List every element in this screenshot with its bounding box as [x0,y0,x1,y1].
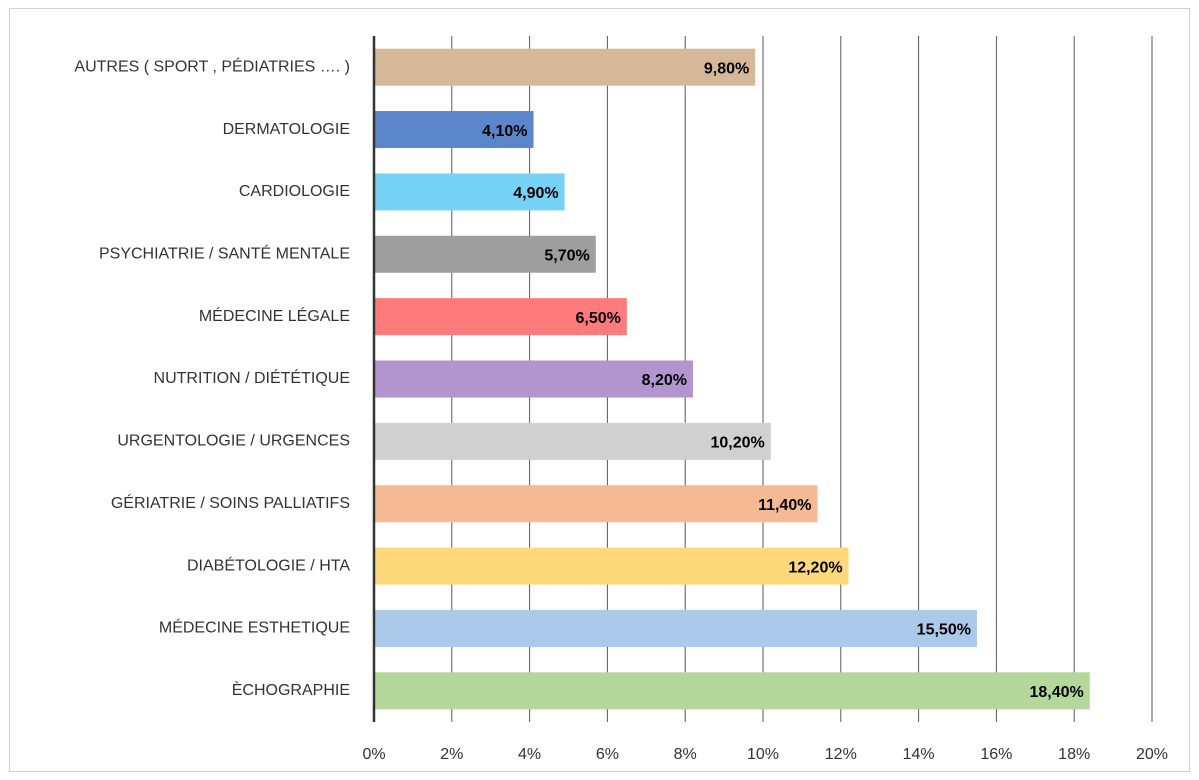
x-tick-label: 14% [903,746,935,763]
data-label: 6,50% [575,310,620,327]
bar [374,422,771,460]
bar [374,547,849,585]
y-tick-label: ÈCHOGRAPHIE [232,680,350,699]
y-tick-label: DERMATOLOGIE [223,121,350,138]
y-tick-label: PSYCHIATRIE / SANTÉ MENTALE [99,243,350,262]
y-tick-label: URGENTOLOGIE / URGENCES [117,433,350,450]
y-tick-label: GÉRIATRIE / SOINS PALLIATIFS [111,493,350,512]
bar [374,173,565,211]
x-tick-label: 20% [1136,746,1168,763]
x-tick-label: 0% [362,746,385,763]
y-tick-label: CARDIOLOGIE [239,183,350,200]
data-label: 18,40% [1029,684,1083,701]
data-label: 4,90% [513,185,558,202]
x-tick-label: 6% [596,746,619,763]
bar [374,672,1090,710]
y-tick-label: MÉDECINE LÉGALE [199,306,350,325]
data-label: 12,20% [788,559,842,576]
data-label: 11,40% [758,497,811,514]
data-label: 9,80% [704,60,749,77]
bar [374,48,756,86]
y-tick-label: AUTRES ( SPORT , PÉDIATRIES …. ) [74,56,350,75]
x-tick-label: 16% [980,746,1012,763]
x-tick-label: 2% [440,746,463,763]
bar [374,485,818,523]
x-tick-label: 12% [825,746,857,763]
y-tick-label: NUTRITION / DIÉTÉTIQUE [154,368,350,387]
data-label: 10,20% [711,435,765,452]
data-label: 4,10% [482,123,527,140]
bar [374,298,627,336]
bar [374,360,693,398]
x-tick-label: 18% [1058,746,1090,763]
x-tick-label: 10% [747,746,779,763]
y-tick-label: DIABÉTOLOGIE / HTA [187,555,350,574]
x-tick-label: 8% [674,746,697,763]
bar [374,609,977,647]
x-tick-label: 4% [518,746,541,763]
data-label: 15,50% [917,622,971,639]
y-tick-label: MÉDECINE ESTHETIQUE [159,618,350,637]
bar [374,111,534,149]
bar [374,235,596,273]
data-label: 5,70% [544,247,589,264]
data-label: 8,20% [642,372,687,389]
